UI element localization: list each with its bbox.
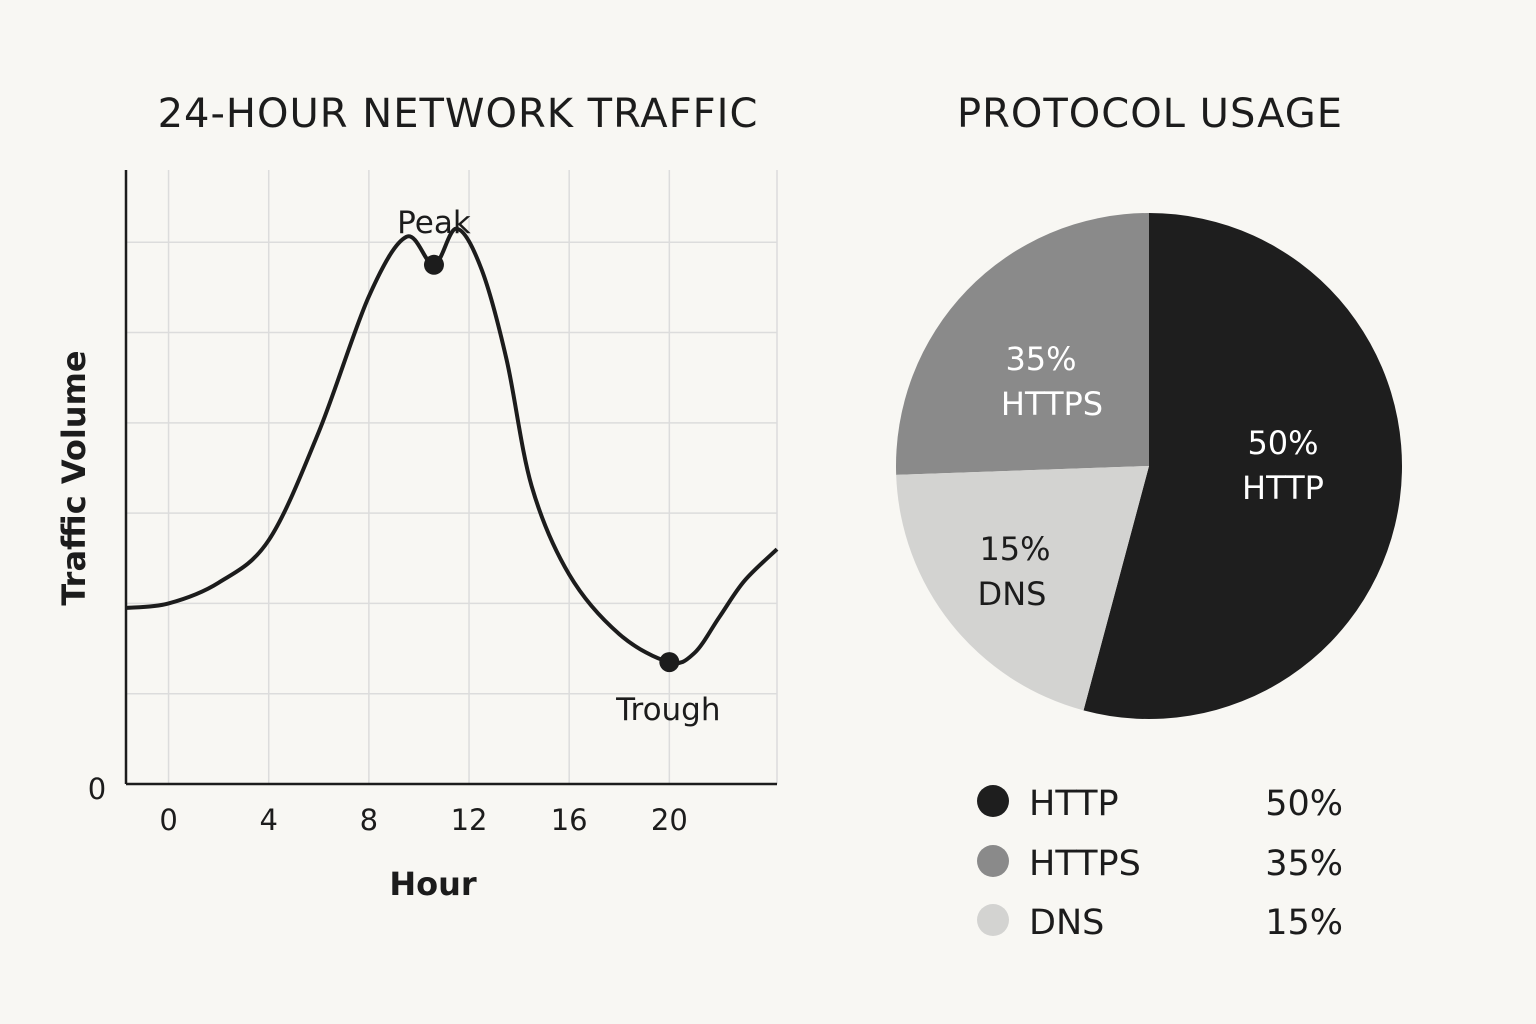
traffic-line-chart: 24-HOUR NETWORK TRAFFIC 0 0 4 8 12 16 20… (55, 91, 779, 903)
peak-marker (423, 254, 444, 275)
x-tick-label: 20 (651, 803, 688, 837)
x-tick-label: 4 (259, 803, 277, 837)
x-axis-label: Hour (389, 865, 477, 903)
pie-slice-http (1083, 213, 1403, 719)
legend-swatch-https (977, 845, 1009, 877)
legend-label-https: HTTPS (1029, 844, 1141, 884)
y-axis-label: Traffic Volume (55, 350, 93, 605)
x-tick-label: 12 (451, 803, 488, 837)
slice-dns-percent: 15% (979, 530, 1050, 568)
slice-http-percent: 50% (1247, 424, 1318, 462)
x-tick-label: 0 (159, 803, 177, 837)
slice-https-name: HTTPS (1001, 385, 1103, 423)
line-chart-horizontal-gridlines (126, 241, 777, 695)
pie-legend: HTTP 50% HTTPS 35% DNS 15% (977, 784, 1343, 943)
legend-label-http: HTTP (1029, 784, 1119, 824)
slice-http-name: HTTP (1242, 469, 1324, 507)
pie-slice-dns (896, 466, 1149, 711)
slice-https-percent: 35% (1005, 340, 1076, 378)
legend-value-http: 50% (1265, 784, 1343, 824)
legend-label-dns: DNS (1029, 903, 1104, 943)
pie-slice-https (895, 213, 1149, 475)
slice-dns-name: DNS (978, 575, 1047, 613)
traffic-series-line (125, 226, 779, 666)
protocol-pie-chart: PROTOCOL USAGE 50% HTTP 35% HTTPS 15% DN… (895, 91, 1403, 943)
line-chart-title: 24-HOUR NETWORK TRAFFIC (158, 91, 759, 137)
x-tick-labels: 0 4 8 12 16 20 (159, 803, 687, 837)
trough-marker (659, 652, 680, 673)
legend-value-https: 35% (1265, 844, 1343, 884)
legend-value-dns: 15% (1265, 903, 1343, 943)
legend-swatch-http (977, 785, 1009, 817)
line-chart-vertical-gridlines (167, 170, 778, 784)
peak-annotation: Peak (397, 205, 471, 241)
y-tick-label-0: 0 (88, 772, 106, 806)
trough-annotation: Trough (615, 692, 720, 728)
pie-chart-title: PROTOCOL USAGE (957, 91, 1343, 137)
x-tick-label: 16 (551, 803, 588, 837)
legend-swatch-dns (977, 904, 1009, 936)
x-tick-label: 8 (360, 803, 378, 837)
